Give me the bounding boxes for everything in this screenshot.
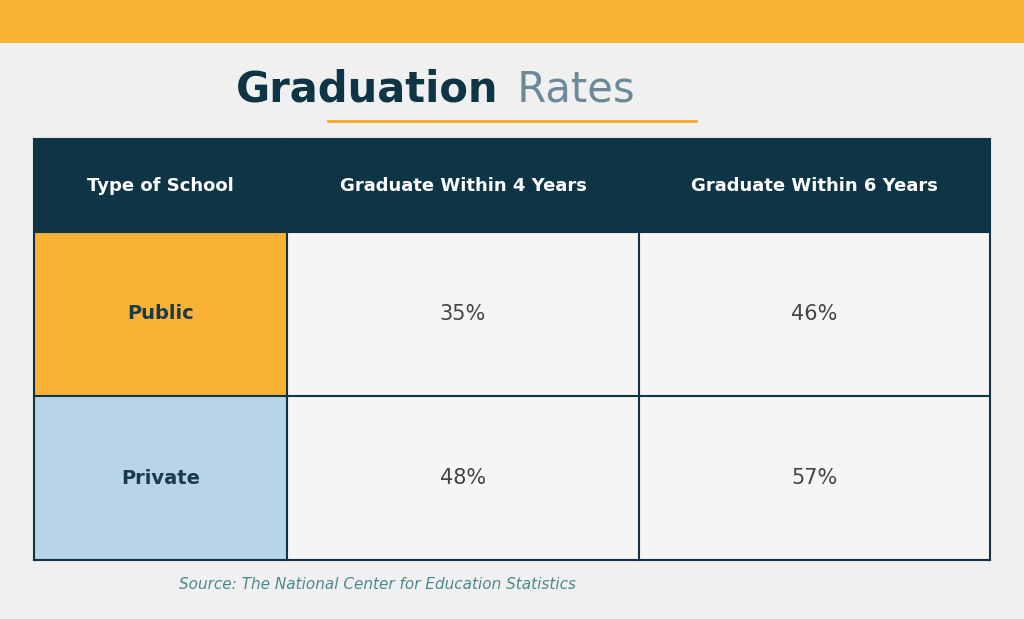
Text: ×: × bbox=[80, 241, 94, 260]
Text: Graduation: Graduation bbox=[237, 69, 499, 111]
Text: 46%: 46% bbox=[792, 304, 838, 324]
Text: o: o bbox=[860, 240, 870, 255]
Text: 35%: 35% bbox=[440, 304, 486, 324]
Text: Rates: Rates bbox=[504, 69, 635, 111]
Text: ×: × bbox=[909, 477, 924, 495]
Text: o: o bbox=[205, 478, 215, 493]
Text: 48%: 48% bbox=[440, 468, 486, 488]
Text: Public: Public bbox=[127, 305, 194, 324]
Text: Type of School: Type of School bbox=[87, 176, 233, 194]
Text: Graduate Within 6 Years: Graduate Within 6 Years bbox=[691, 176, 938, 194]
Text: Private: Private bbox=[121, 469, 200, 488]
Text: 57%: 57% bbox=[792, 468, 838, 488]
Text: Source: The National Center for Education Statistics: Source: The National Center for Educatio… bbox=[179, 578, 577, 592]
Text: Graduate Within 4 Years: Graduate Within 4 Years bbox=[340, 176, 587, 194]
